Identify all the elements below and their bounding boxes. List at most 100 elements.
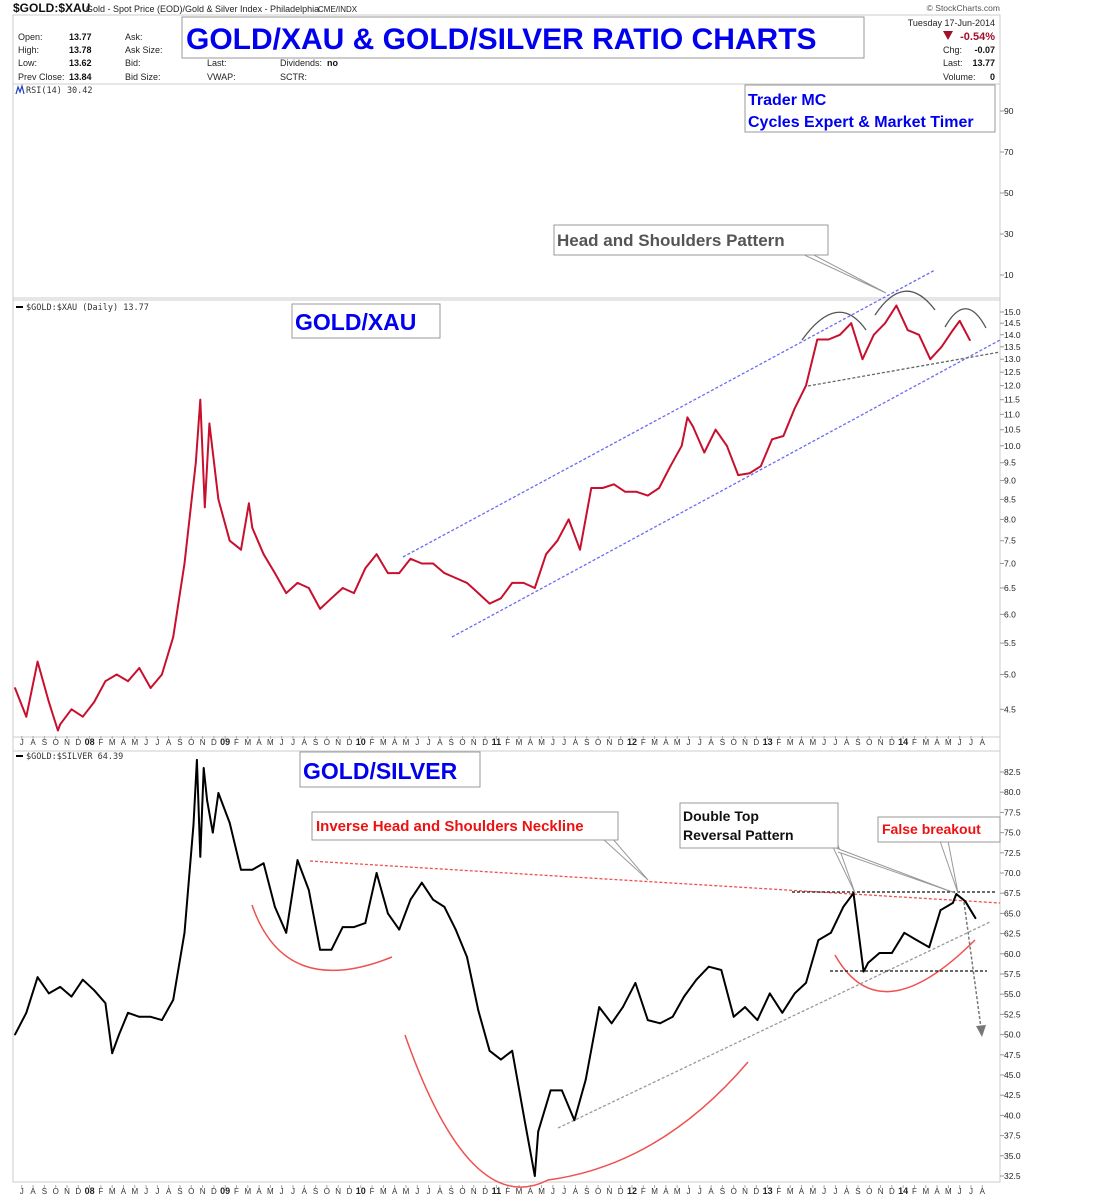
vwap-label: VWAP:: [207, 72, 236, 82]
gold-xau-line-point: [680, 444, 683, 447]
gold-silver-line-point: [852, 892, 855, 895]
gold-silver-line-point: [646, 1019, 649, 1021]
gold-silver-legend: $GOLD:$SILVER 64.39: [26, 752, 123, 762]
month-label: D: [753, 1187, 759, 1196]
gold-silver-line-point: [70, 995, 73, 998]
gold-silver-title: GOLD/SILVER: [303, 758, 458, 784]
month-label: D: [618, 738, 624, 747]
gold-silver-line-point: [81, 978, 84, 981]
gold-silver-line-point: [964, 900, 967, 903]
xau-tick-label: 8.0: [1004, 514, 1016, 524]
prev-close-label: Prev Close:: [18, 72, 65, 82]
gold-xau-line-point: [262, 553, 265, 556]
series-layer: [14, 304, 977, 1177]
gold-xau-line: [14, 304, 971, 732]
gold-silver-line-point: [793, 992, 796, 995]
false-breakout-callout: False breakout: [877, 816, 1001, 894]
channel-upper-line: [402, 269, 936, 558]
gold-xau-line-point: [115, 673, 118, 676]
chg-value: -0.07: [974, 45, 995, 55]
month-label: A: [166, 738, 172, 747]
gold-xau-line-point: [748, 472, 751, 475]
author-name: Trader MC: [748, 92, 827, 109]
gold-xau-line-point: [533, 587, 536, 589]
month-label: A: [663, 738, 669, 747]
month-label: M: [538, 1187, 545, 1196]
gold-xau-line-point: [59, 723, 62, 726]
gold-silver-line-point: [206, 799, 209, 802]
head-arc-inverse: [404, 1034, 749, 1188]
month-label: N: [878, 738, 884, 747]
gold-silver-title-frame: [299, 751, 481, 788]
hs-callout-frame: [553, 224, 829, 256]
double-top-text-2: Reversal Pattern: [683, 827, 794, 843]
month-label: O: [731, 1187, 737, 1196]
month-label: F: [641, 1187, 646, 1196]
month-label: A: [302, 1187, 308, 1196]
month-label: M: [809, 1187, 816, 1196]
gold-silver-line-point: [891, 952, 893, 954]
month-label: A: [437, 1187, 443, 1196]
xau-tick-label: 14.5: [1004, 318, 1021, 328]
double-top-pointer-2: [835, 847, 956, 894]
title-box-frame: [181, 16, 865, 59]
month-label: A: [573, 1187, 579, 1196]
gold-xau-line-point: [906, 329, 909, 331]
gold-xau-line-point: [25, 715, 28, 718]
month-label: S: [177, 738, 182, 747]
gold-silver-line-point: [48, 992, 50, 995]
rsi-tick-label: 10: [1004, 270, 1014, 280]
month-label: D: [211, 1187, 217, 1196]
gold-silver-line-point: [683, 995, 685, 998]
month-label: M: [131, 1187, 138, 1196]
quote-date: Tuesday 17-Jun-2014: [908, 18, 995, 28]
rsi-legend: RSI(14) 30.42: [26, 86, 93, 96]
month-label: O: [866, 1187, 872, 1196]
quote-table: Open: 13.77 High: 13.78 Low: 13.62 Prev …: [18, 32, 338, 82]
gold-xau-line-point: [952, 329, 954, 331]
gold-silver-line-point: [285, 931, 288, 934]
month-label: J: [551, 1187, 555, 1196]
month-label: M: [516, 1187, 523, 1196]
dividends-value: no: [327, 58, 338, 68]
month-label: J: [958, 738, 962, 747]
gold-silver-line-point: [111, 1052, 114, 1055]
gsr-tick-label: 67.5: [1004, 888, 1021, 898]
year-label: 11: [492, 1186, 502, 1196]
month-label: F: [505, 1187, 510, 1196]
gold-silver-line-point: [196, 759, 198, 761]
gold-xau-line-point: [203, 506, 206, 509]
gold-silver-line-point: [707, 965, 710, 968]
gold-silver-line-point: [228, 822, 231, 824]
xau-tick-label: 11.5: [1004, 395, 1020, 405]
month-label: N: [471, 738, 477, 747]
gold-silver-line-point: [878, 952, 881, 954]
gold-xau-line-point: [240, 548, 242, 551]
month-label: S: [855, 738, 860, 747]
month-label: A: [30, 738, 36, 747]
month-label: A: [121, 1187, 127, 1196]
gold-silver-line-point: [364, 922, 367, 924]
high-value: 13.78: [69, 45, 92, 55]
month-label: M: [651, 1187, 658, 1196]
gold-xau-line-point: [958, 320, 961, 322]
month-label: M: [674, 738, 681, 747]
gold-silver-line-point: [732, 1015, 735, 1018]
month-label: J: [280, 738, 284, 747]
gold-xau-line-point: [969, 339, 971, 342]
gold-silver-line-point: [409, 898, 412, 901]
gold-xau-legend: $GOLD:$XAU (Daily) 13.77: [26, 303, 149, 313]
month-label: A: [392, 738, 398, 747]
gold-xau-line-point: [251, 526, 254, 529]
gsr-tick-label: 65.0: [1004, 908, 1021, 918]
bid-label: Bid:: [125, 58, 141, 68]
month-label: J: [20, 738, 24, 747]
gold-silver-line-point: [432, 898, 434, 901]
month-label: M: [267, 1187, 274, 1196]
month-label: D: [482, 738, 488, 747]
gsr-tick-label: 77.5: [1004, 807, 1021, 817]
gold-silver-line-point: [398, 928, 401, 931]
month-label: D: [347, 1187, 353, 1196]
last-label: Last:: [207, 58, 227, 68]
month-label: J: [686, 738, 690, 747]
